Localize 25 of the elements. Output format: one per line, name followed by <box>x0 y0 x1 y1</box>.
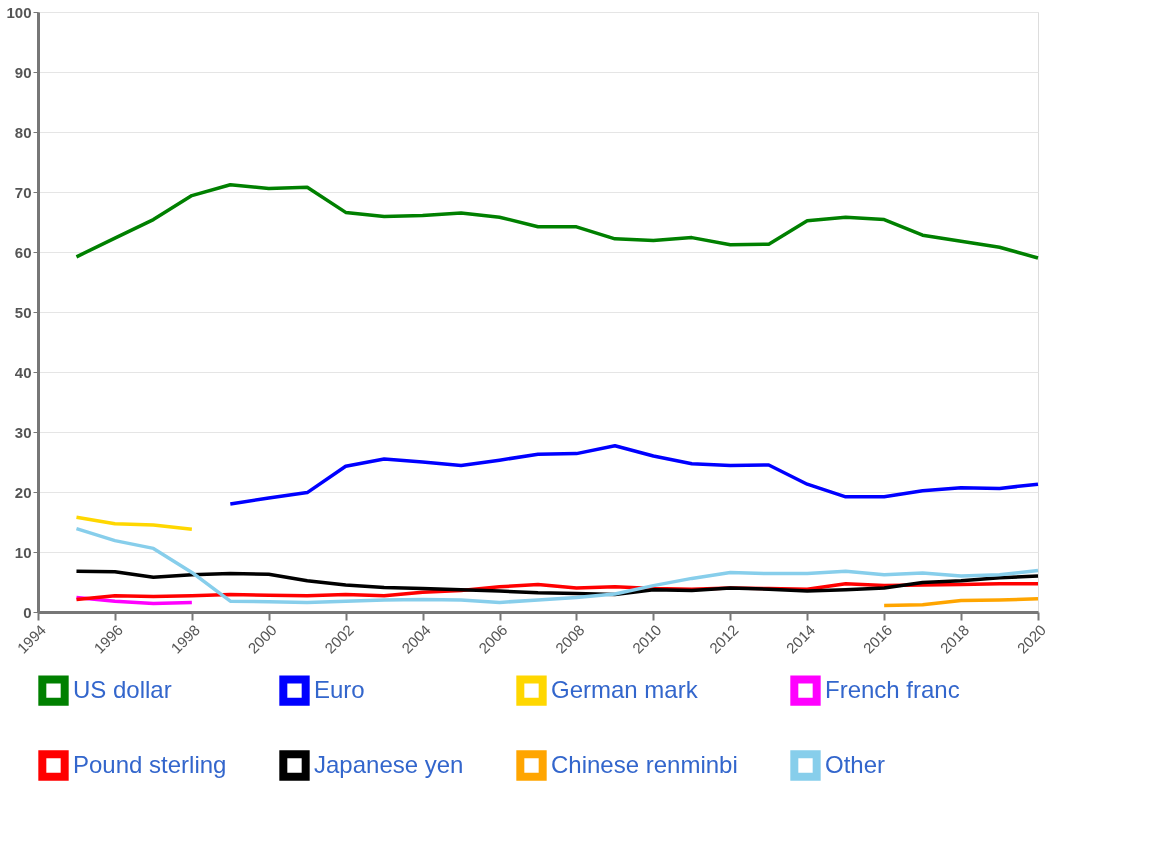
line-series <box>882 597 1040 608</box>
y-tick-label: 80 <box>14 123 32 141</box>
y-tick-label: 60 <box>14 243 32 261</box>
y-tick-label: 30 <box>14 423 32 441</box>
y-tick-label: 10 <box>14 543 32 561</box>
y-tick-label: 40 <box>14 363 32 381</box>
line-series <box>228 444 1040 506</box>
line-series <box>74 569 1040 597</box>
y-tick-label: 0 <box>23 603 32 621</box>
legend-label: US dollar <box>73 675 172 703</box>
legend-label: Chinese renminbi <box>551 750 738 778</box>
y-tick-label: 100 <box>6 3 32 21</box>
y-tick-label: 90 <box>14 63 32 81</box>
legend-label: Euro <box>314 675 365 703</box>
line-series <box>74 183 1040 260</box>
y-tick-label: 20 <box>14 483 32 501</box>
line-series <box>74 526 1040 605</box>
legend-label: French franc <box>825 675 960 703</box>
legend-label: Pound sterling <box>73 750 227 778</box>
legend-label: Japanese yen <box>314 750 464 778</box>
legend-label: Other <box>825 750 886 778</box>
y-tick-label: 70 <box>14 183 32 201</box>
legend-label: German mark <box>551 675 699 703</box>
y-tick-label: 50 <box>14 303 32 321</box>
line-series <box>74 515 194 531</box>
